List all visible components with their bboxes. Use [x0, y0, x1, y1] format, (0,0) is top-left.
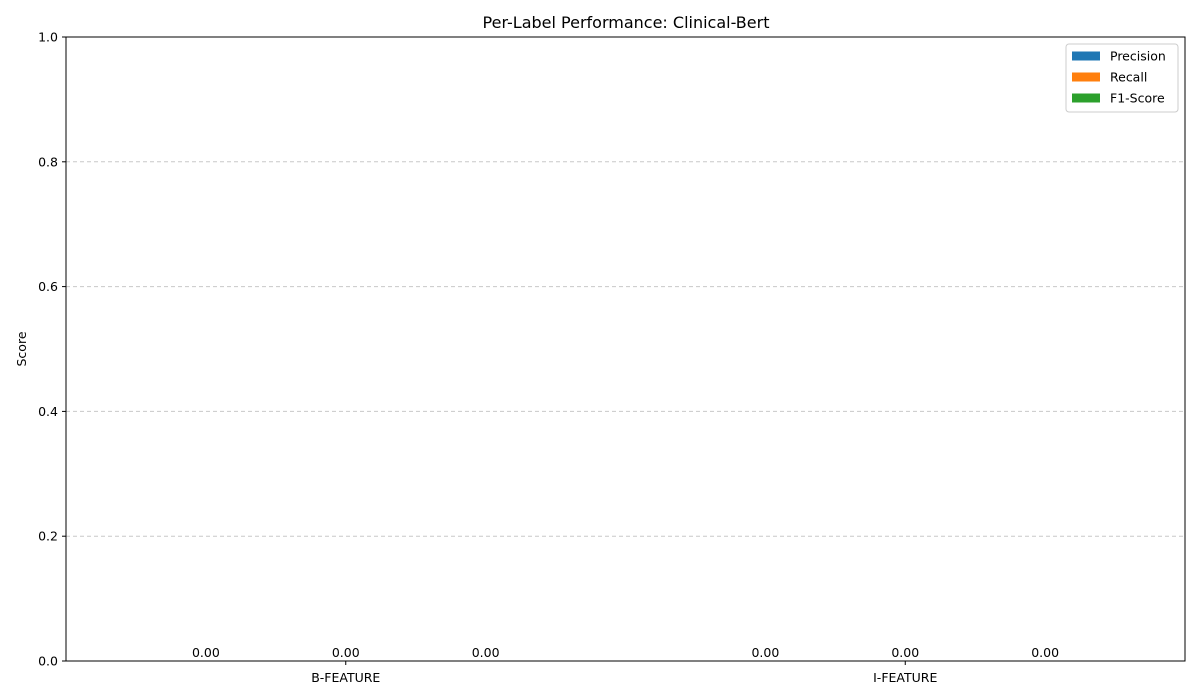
data-label: 0.00 — [332, 645, 360, 660]
chart-title: Per-Label Performance: Clinical-Bert — [483, 13, 770, 32]
legend-label: Precision — [1110, 49, 1166, 64]
data-label: 0.00 — [1031, 645, 1059, 660]
x-axis: B-FEATURE I-FEATURE — [311, 661, 937, 685]
y-tick-label: 0.4 — [38, 404, 58, 419]
y-tick-label: 0.0 — [38, 654, 58, 669]
y-tick-label: 1.0 — [38, 30, 58, 45]
data-label: 0.00 — [192, 645, 220, 660]
legend: Precision Recall F1-Score — [1065, 43, 1179, 113]
data-label: 0.00 — [751, 645, 779, 660]
legend-swatch — [1072, 72, 1100, 82]
legend-label: Recall — [1110, 70, 1147, 85]
y-tick-label: 0.6 — [38, 279, 58, 294]
grid-lines — [66, 161, 1185, 537]
x-tick-label: B-FEATURE — [311, 670, 380, 685]
data-labels: 0.00 0.00 0.00 0.00 0.00 0.00 — [192, 645, 1059, 660]
y-tick-label: 0.2 — [38, 529, 58, 544]
plot-frame — [65, 36, 1186, 662]
y-axis-label: Score — [14, 331, 29, 366]
legend-swatch — [1072, 93, 1100, 103]
data-label: 0.00 — [891, 645, 919, 660]
legend-swatch — [1072, 51, 1100, 61]
y-axis: 0.0 0.2 0.4 0.6 0.8 1.0 — [38, 30, 66, 669]
legend-label: F1-Score — [1110, 91, 1165, 106]
data-label: 0.00 — [472, 645, 500, 660]
y-tick-label: 0.8 — [38, 154, 58, 169]
x-tick-label: I-FEATURE — [873, 670, 937, 685]
